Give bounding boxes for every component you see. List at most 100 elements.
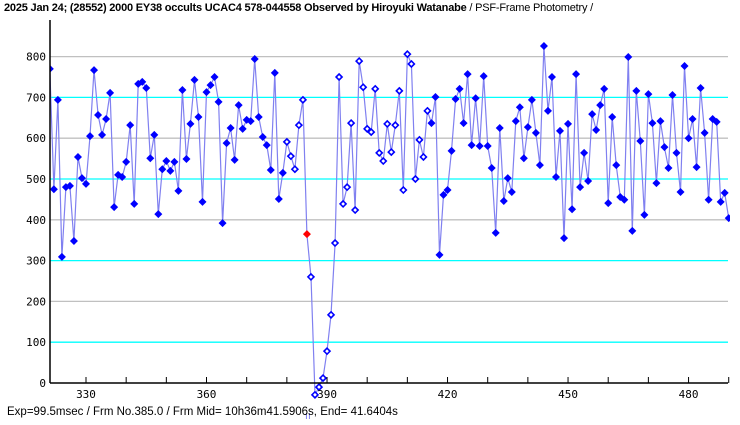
data-point xyxy=(447,146,456,155)
data-point xyxy=(262,141,271,150)
data-point xyxy=(411,174,420,184)
data-point xyxy=(254,112,263,121)
data-point xyxy=(198,197,207,206)
data-point xyxy=(455,84,464,93)
data-point xyxy=(174,186,183,195)
data-point xyxy=(531,128,540,137)
data-point xyxy=(359,83,368,92)
data-point xyxy=(166,166,175,175)
data-point xyxy=(628,226,637,235)
data-point xyxy=(387,147,396,157)
data-point xyxy=(73,152,82,161)
data-point xyxy=(672,148,681,157)
data-point xyxy=(576,183,585,192)
x-tick-label-330: 330 xyxy=(76,388,96,401)
data-point xyxy=(572,70,581,79)
data-point xyxy=(346,118,356,128)
data-point xyxy=(523,123,532,132)
data-point xyxy=(278,168,287,177)
data-point xyxy=(443,186,452,195)
data-point xyxy=(467,141,476,150)
chart-title-suffix: / PSF-Frame Photometry / xyxy=(466,2,593,14)
data-point xyxy=(656,117,665,126)
data-point xyxy=(495,124,504,132)
data-point xyxy=(334,72,344,82)
data-point xyxy=(644,90,653,99)
data-point xyxy=(270,68,279,77)
data-point xyxy=(182,155,191,164)
data-point xyxy=(122,157,131,166)
data-point xyxy=(423,106,432,115)
data-point xyxy=(720,188,729,197)
data-point xyxy=(704,195,713,204)
data-point xyxy=(431,92,440,101)
data-point xyxy=(110,203,119,212)
data-point xyxy=(282,137,291,147)
data-point xyxy=(491,228,500,237)
data-point xyxy=(206,81,215,90)
data-point xyxy=(250,55,259,64)
data-point xyxy=(612,161,621,170)
data-point xyxy=(90,66,99,75)
data-point xyxy=(564,119,573,128)
y-tick-label-200: 200 xyxy=(26,295,46,308)
data-point xyxy=(102,115,111,124)
data-point xyxy=(439,190,448,199)
data-point xyxy=(692,163,701,172)
data-point xyxy=(688,115,697,124)
data-point xyxy=(194,112,203,121)
chart-title: 2025 Jan 24; (28552) 2000 EY38 occults U… xyxy=(4,2,593,14)
data-point xyxy=(499,197,508,206)
data-point xyxy=(568,205,577,214)
data-point xyxy=(258,132,267,141)
y-tick-label-700: 700 xyxy=(26,91,46,104)
x-tick-label-480: 480 xyxy=(679,388,699,401)
data-point xyxy=(620,195,629,204)
data-point xyxy=(86,132,95,141)
data-point xyxy=(154,210,163,219)
data-point xyxy=(286,152,295,161)
data-point xyxy=(664,163,673,172)
data-point xyxy=(556,126,565,135)
data-point xyxy=(487,163,496,172)
data-point xyxy=(527,95,536,104)
data-point xyxy=(716,197,725,206)
data-point xyxy=(391,121,400,130)
y-tick-label-500: 500 xyxy=(26,173,46,186)
data-point xyxy=(596,101,605,110)
data-point xyxy=(427,119,436,128)
data-point xyxy=(580,148,589,157)
data-layer xyxy=(50,41,730,399)
data-point xyxy=(507,188,516,197)
data-point xyxy=(50,185,58,194)
data-point xyxy=(246,117,255,126)
data-point xyxy=(94,110,103,119)
data-point xyxy=(547,73,556,81)
data-point xyxy=(230,155,239,164)
data-point-highlight xyxy=(302,230,311,239)
data-point xyxy=(604,199,613,208)
chart-title-main: 2025 Jan 24; (28552) 2000 EY38 occults U… xyxy=(4,2,467,14)
data-point xyxy=(435,250,444,259)
data-point xyxy=(186,119,195,128)
data-point xyxy=(471,94,480,103)
data-point xyxy=(407,59,416,69)
data-point xyxy=(53,95,62,104)
data-point xyxy=(142,84,151,93)
data-point xyxy=(314,382,324,392)
data-point xyxy=(65,181,74,190)
y-tick-label-400: 400 xyxy=(26,214,46,227)
y-tick-label-800: 800 xyxy=(26,51,46,64)
data-point xyxy=(98,130,107,139)
data-point xyxy=(170,157,179,166)
data-point xyxy=(519,154,528,163)
data-point xyxy=(415,135,424,144)
data-point xyxy=(375,148,384,158)
data-point xyxy=(290,165,300,174)
data-point xyxy=(463,70,472,79)
data-point xyxy=(69,237,78,246)
data-point xyxy=(696,84,705,93)
data-point xyxy=(543,106,552,115)
data-point xyxy=(551,172,560,181)
